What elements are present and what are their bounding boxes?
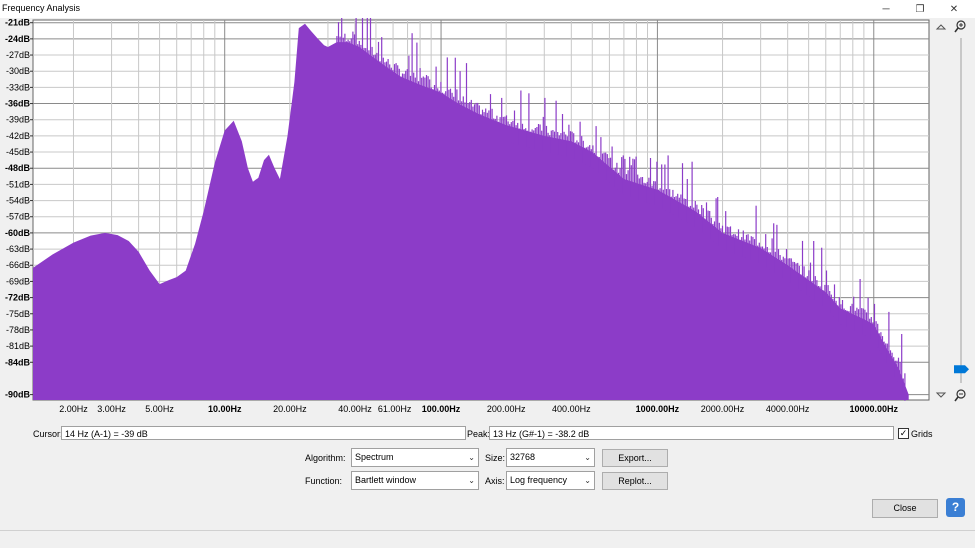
x-tick-label: 100.00Hz [422,404,461,414]
peak-label: Peak: [467,429,491,439]
scroll-up-arrow-icon[interactable] [935,24,947,30]
y-tick-label: -45dB [6,147,30,157]
spectrum-plot[interactable]: -21dB -24dB -27dB -30dB -33dB -36dB -39dB -42dB… [0,18,975,418]
zoom-in-icon[interactable] [954,20,966,33]
function-value: Bartlett window [355,475,417,485]
y-tick-label: -33dB [6,82,30,92]
x-tick-label: 40.00Hz [338,404,372,414]
function-label: Function: [305,476,343,486]
x-tick-label: 3.00Hz [97,404,126,414]
chevron-down-icon: ⌄ [468,476,475,485]
y-tick-label: -60dB [5,228,31,238]
y-tick-label: -54dB [6,196,30,206]
close-icon[interactable]: ✕ [949,3,959,15]
axis-select[interactable]: Log frequency ⌄ [506,471,595,490]
zoom-out-icon[interactable] [954,389,966,402]
x-axis-labels: 2.00Hz 3.00Hz 5.00Hz 10.00Hz 20.00Hz 40.00Hz 6… [59,404,898,414]
close-button[interactable]: Close [872,499,938,518]
axis-ticks [30,22,33,396]
zoom-slider-thumb[interactable] [954,365,969,374]
x-tick-label: 2.00Hz [59,404,88,414]
x-tick-label: 10000.00Hz [849,404,898,414]
cursor-label: Cursor: [33,429,63,439]
restore-icon[interactable]: ❐ [915,3,925,15]
title-bar[interactable]: Frequency Analysis ─ ❐ ✕ [0,0,975,18]
y-tick-label: -21dB [5,18,31,28]
peak-readout-field[interactable]: 13 Hz (G#-1) = -38.2 dB [489,426,894,440]
axis-label: Axis: [485,476,505,486]
y-tick-label: -78dB [6,325,30,335]
help-button[interactable]: ? [946,498,965,517]
size-value: 32768 [510,452,536,462]
algorithm-select[interactable]: Spectrum ⌄ [351,448,479,467]
x-tick-label: 200.00Hz [487,404,526,414]
y-tick-label: -63dB [6,244,30,254]
y-tick-label: -27dB [6,50,30,60]
scroll-down-arrow-icon[interactable] [935,392,947,398]
cursor-readout-field[interactable]: 14 Hz (A-1) = -39 dB [61,426,466,440]
y-tick-label: -75dB [6,309,30,319]
export-button[interactable]: Export... [602,449,668,467]
x-tick-label: 61.00Hz [378,404,412,414]
y-tick-label: -84dB [5,357,31,367]
y-tick-label: -57dB [6,212,30,222]
algorithm-label: Algorithm: [305,453,346,463]
y-tick-label: -90dB [5,390,31,400]
y-tick-label: -42dB [6,131,30,141]
axis-value: Log frequency [510,475,568,485]
y-tick-label: -39dB [6,115,30,125]
algorithm-value: Spectrum [355,452,394,462]
x-tick-label: 20.00Hz [273,404,307,414]
minimize-icon[interactable]: ─ [882,3,890,15]
chevron-down-icon: ⌄ [468,453,475,462]
spectrum-series [33,23,909,401]
x-tick-label: 10.00Hz [208,404,242,414]
y-tick-label: -48dB [5,163,31,173]
y-tick-label: -81dB [6,341,30,351]
y-tick-label: -51dB [6,179,30,189]
x-tick-label: 2000.00Hz [701,404,745,414]
function-select[interactable]: Bartlett window ⌄ [351,471,479,490]
chevron-down-icon: ⌄ [584,476,591,485]
grids-checkbox[interactable]: ✓ [898,428,909,439]
spectrum-spikes [336,18,906,401]
y-axis-labels: -21dB -24dB -27dB -30dB -33dB -36dB -39dB -42dB… [5,18,31,400]
size-select[interactable]: 32768 ⌄ [506,448,595,467]
window-title: Frequency Analysis [2,3,81,13]
size-label: Size: [485,453,506,463]
y-tick-label: -24dB [5,34,31,44]
x-tick-label: 5.00Hz [145,404,174,414]
x-tick-label: 1000.00Hz [636,404,680,414]
y-tick-label: -69dB [6,276,30,286]
y-tick-label: -36dB [5,99,31,109]
grids-label: Grids [911,429,933,439]
x-tick-label: 4000.00Hz [766,404,810,414]
status-bar [0,530,975,548]
y-tick-label: -30dB [6,66,30,76]
chevron-down-icon: ⌄ [584,453,591,462]
y-tick-label: -72dB [5,293,31,303]
x-tick-label: 400.00Hz [552,404,591,414]
y-tick-label: -66dB [6,260,30,270]
replot-button[interactable]: Replot... [602,472,668,490]
